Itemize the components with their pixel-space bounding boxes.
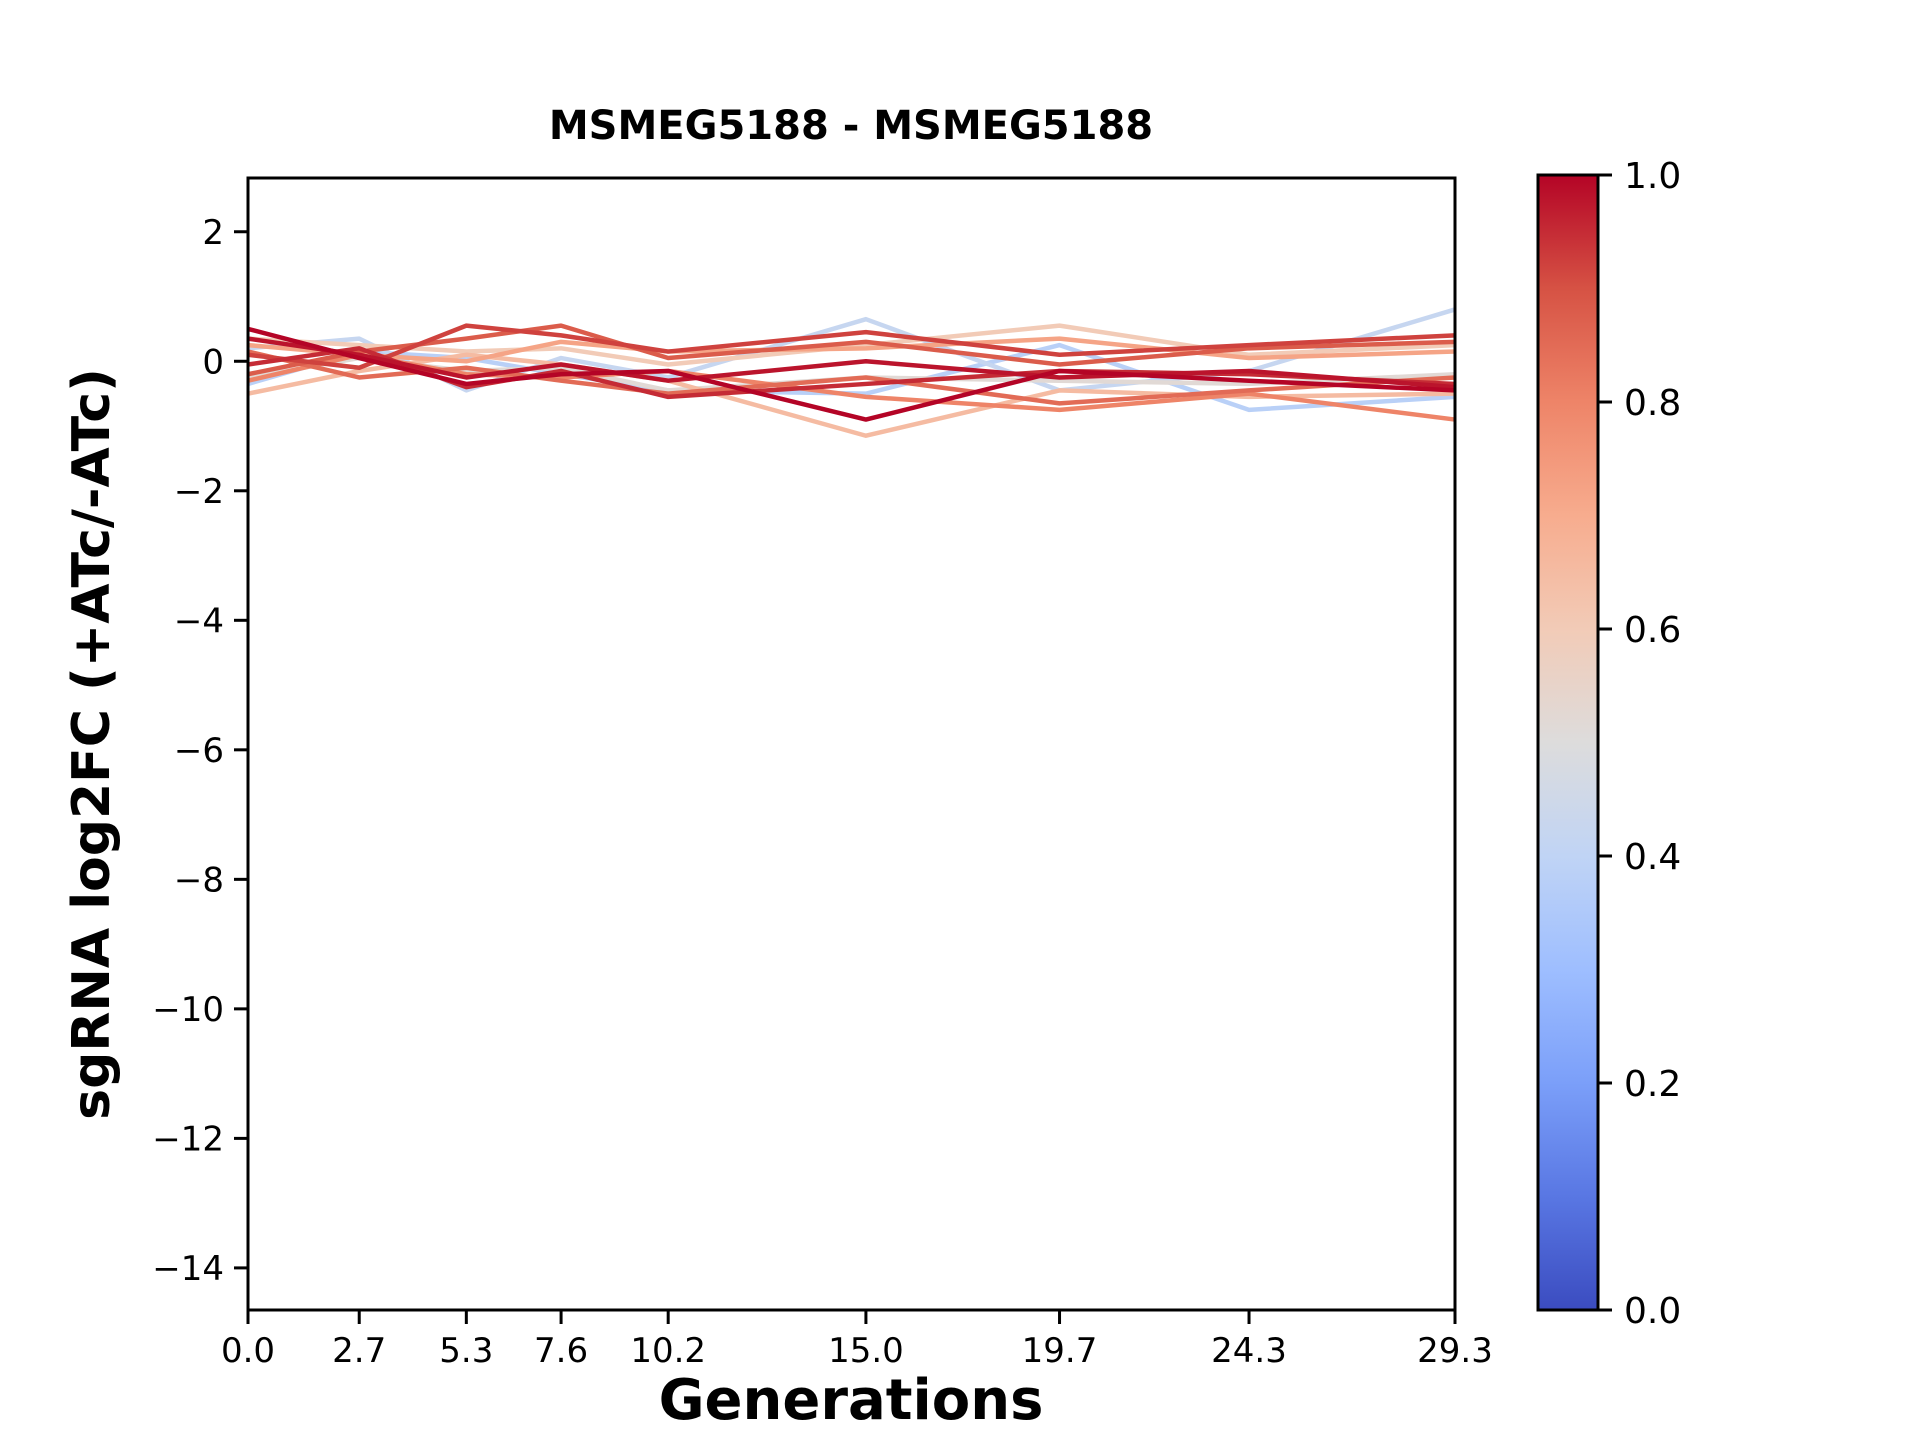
y-tick-label: 2 — [202, 213, 224, 253]
y-tick-label: −10 — [152, 990, 224, 1030]
colorbar-tick-label: 0.8 — [1624, 383, 1681, 424]
colorbar-tick-label: 0.0 — [1624, 1291, 1681, 1332]
sgrna-series-line — [247, 336, 1456, 390]
y-tick-label: −2 — [174, 472, 224, 512]
colorbar-tick-label: 0.6 — [1624, 610, 1681, 651]
x-axis-label: Generations — [658, 1368, 1044, 1433]
chart-title: MSMEG5188 - MSMEG5188 — [548, 103, 1154, 149]
x-tick-label: 2.7 — [332, 1331, 386, 1371]
x-tick-label: 7.6 — [534, 1331, 588, 1371]
sgrna-series-line — [247, 323, 1456, 370]
x-tick-label: 0.0 — [221, 1331, 275, 1371]
x-tick-label: 29.3 — [1417, 1331, 1493, 1371]
x-tick-label: 15.0 — [828, 1331, 904, 1371]
y-tick-label: −8 — [174, 860, 224, 900]
colorbar-tick-label: 0.4 — [1624, 837, 1681, 878]
colorbar-tick-label: 0.2 — [1624, 1064, 1681, 1105]
y-tick-label: −4 — [174, 601, 224, 641]
y-tick-label: −6 — [174, 731, 224, 771]
sgrna-series-line — [247, 349, 1456, 406]
colorbar-border — [1536, 173, 1600, 1312]
y-tick-label: 0 — [202, 342, 224, 382]
x-tick-label: 5.3 — [439, 1331, 493, 1371]
sgrna-series-line — [247, 326, 1456, 422]
sgrna-series-line — [247, 323, 1456, 377]
x-tick-label: 24.3 — [1211, 1331, 1287, 1371]
colorbar-tick-label: 1.0 — [1624, 156, 1681, 197]
plot-border — [246, 176, 1457, 1312]
y-tick-label: −14 — [152, 1249, 224, 1289]
y-tick-label: −12 — [152, 1119, 224, 1159]
x-tick-label: 10.2 — [630, 1331, 706, 1371]
colorbar-gradient — [1538, 175, 1598, 1310]
x-tick-label: 19.7 — [1022, 1331, 1098, 1371]
